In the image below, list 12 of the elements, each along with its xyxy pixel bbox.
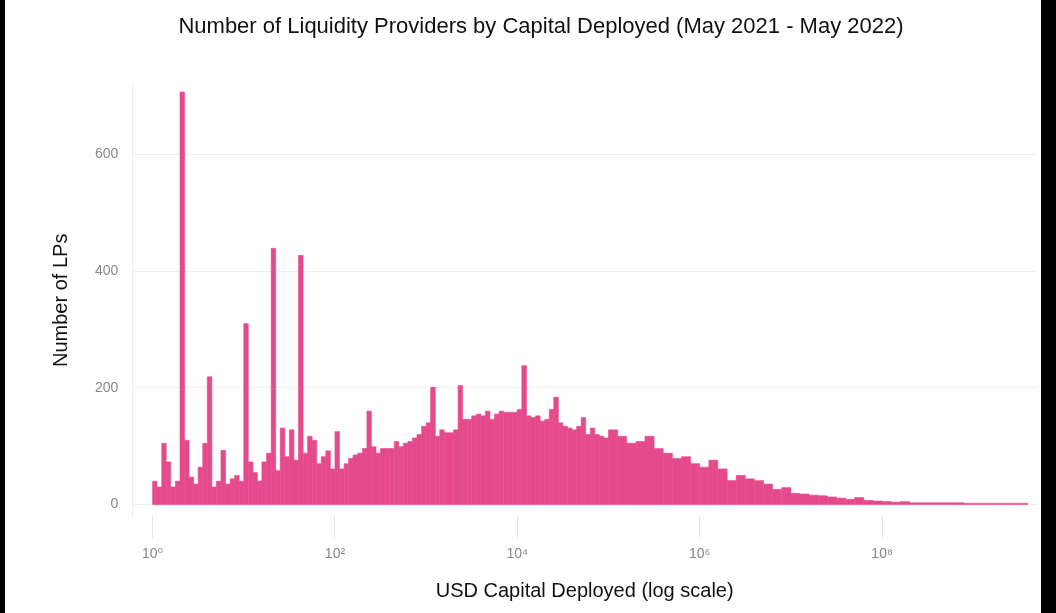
x-tick-label: 10⁶ — [689, 545, 711, 562]
y-tick-label: 0 — [110, 495, 119, 512]
y-tick-label: 200 — [95, 378, 119, 395]
y-axis-title: Number of LPs — [48, 233, 71, 367]
chart-title: Number of Liquidity Providers by Capital Deployed (May 2021 - May 2022) — [178, 13, 904, 39]
x-tick-label: 10⁴ — [506, 545, 529, 562]
y-tick-label: 600 — [95, 145, 119, 162]
x-axis-title: USD Capital Deployed (log scale) — [435, 578, 734, 601]
x-tick-label: 10⁰ — [141, 545, 164, 562]
x-tick-label: 10² — [324, 545, 346, 562]
x-tick-label: 10⁸ — [871, 545, 893, 562]
y-tick-label: 400 — [95, 261, 119, 278]
